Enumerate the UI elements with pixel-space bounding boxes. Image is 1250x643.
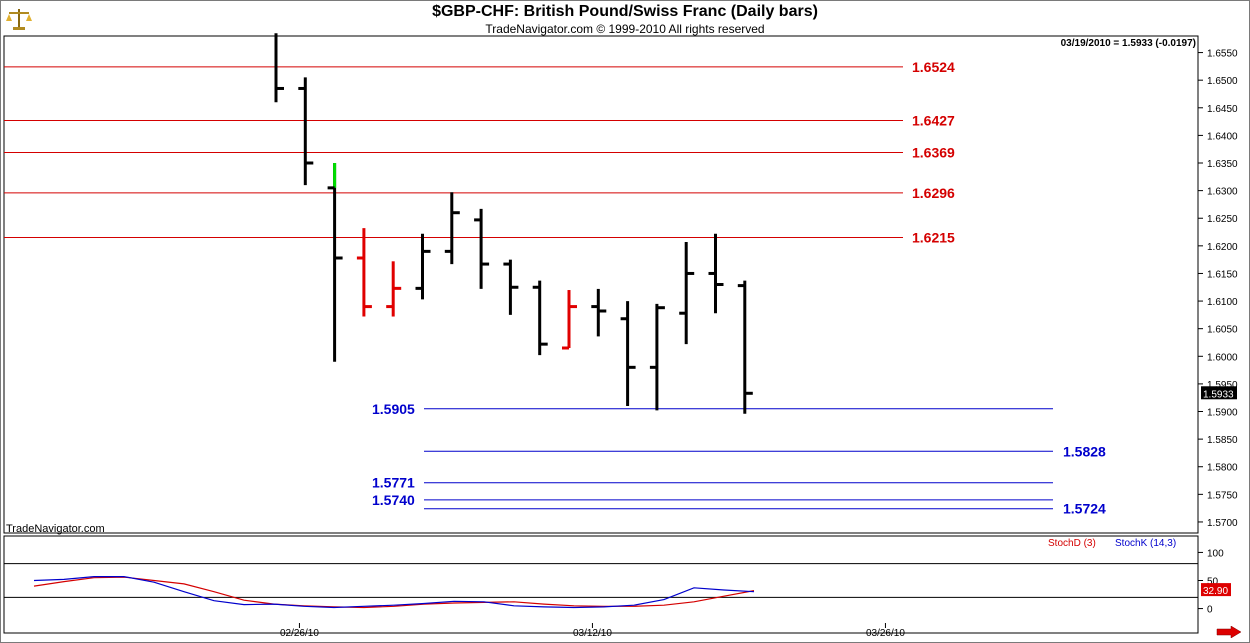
stoch-y-tick-label: 100 [1207,548,1224,559]
stoch-value-label: 32.90 [1203,586,1228,597]
legend-stochk: StochK (14,3) [1115,538,1177,549]
y-tick-label: 1.5950 [1207,380,1238,391]
resistance-label: 1.6427 [912,112,955,128]
support-label: 1.5828 [1063,443,1106,459]
stoch-y-tick-label: 50 [1207,577,1219,588]
balance-scale-icon[interactable] [6,6,32,32]
support-label: 1.5905 [372,401,415,417]
y-tick-label: 1.6550 [1207,49,1238,60]
ohlc-bar [386,261,402,317]
y-tick-label: 1.5850 [1207,435,1238,446]
resistance-label: 1.6524 [912,59,955,75]
price-readout: 03/19/2010 = 1.5933 (-0.0197) [1060,38,1196,49]
legend-stochd: StochD (3) [1048,538,1096,549]
support-label: 1.5771 [372,475,415,491]
ohlc-bar [679,241,695,345]
y-tick-label: 1.6050 [1207,325,1238,336]
ohlc-bar [562,290,577,350]
y-tick-label: 1.6350 [1207,159,1238,170]
x-tick-label: 03/12/10 [573,628,612,639]
y-tick-label: 1.6300 [1207,187,1238,198]
price-pane [3,35,1199,534]
ohlc-bar [737,280,753,414]
chart-title: $GBP-CHF: British Pound/Swiss Franc (Dai… [432,3,818,20]
y-tick-label: 1.5800 [1207,463,1238,474]
y-tick-label: 1.6400 [1207,131,1238,142]
y-tick-label: 1.5700 [1207,518,1238,529]
y-tick-label: 1.6000 [1207,352,1238,363]
stoch-y-tick-label: 0 [1207,605,1213,616]
y-tick-label: 1.5750 [1207,490,1238,501]
y-tick-label: 1.6200 [1207,242,1238,253]
support-label: 1.5740 [372,492,415,508]
ohlc-bar [444,192,460,265]
x-tick-label: 03/26/10 [866,628,905,639]
ohlc-bar [474,208,490,289]
y-tick-label: 1.6250 [1207,214,1238,225]
last-price-label: 1.5933 [1203,389,1234,400]
ohlc-bar [649,303,665,411]
ohlc-bar [591,288,607,337]
ohlc-bar [532,280,548,356]
y-tick-label: 1.6150 [1207,269,1238,280]
stoch-series-line [33,576,755,609]
ohlc-bar [503,259,519,315]
arrow-right-icon[interactable] [1216,626,1242,638]
support-label: 1.5724 [1063,501,1106,517]
ohlc-bar [356,228,372,317]
ohlc-bar [327,163,343,362]
resistance-label: 1.6369 [912,145,955,161]
ohlc-bar [274,33,284,103]
y-tick-label: 1.6450 [1207,104,1238,115]
y-tick-label: 1.6500 [1207,76,1238,87]
y-tick-label: 1.5900 [1207,408,1238,419]
stochastic-pane [3,535,1199,634]
stoch-series-line [33,575,755,609]
ohlc-bar [708,233,724,314]
ohlc-bar [620,301,636,406]
ohlc-bar [415,233,431,300]
x-tick-label: 02/26/10 [280,628,319,639]
y-tick-label: 1.6100 [1207,297,1238,308]
chart-subtitle: TradeNavigator.com © 1999-2010 All right… [485,22,765,36]
resistance-label: 1.6215 [912,230,955,246]
last-price-box [1201,386,1237,400]
resistance-label: 1.6296 [912,185,955,201]
stoch-value-box [1201,583,1231,597]
brand-label: TradeNavigator.com [6,523,105,535]
ohlc-bar [298,77,314,186]
